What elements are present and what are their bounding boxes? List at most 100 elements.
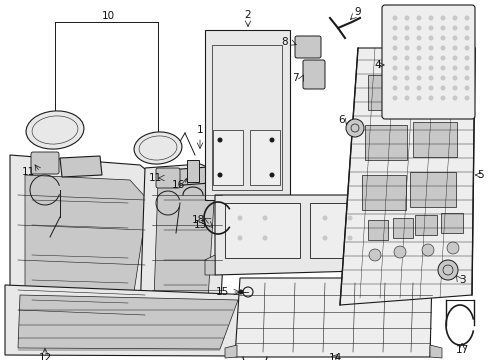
Bar (368, 75, 408, 110)
Circle shape (428, 26, 434, 31)
Circle shape (428, 55, 434, 60)
Text: 7: 7 (292, 73, 298, 83)
Polygon shape (5, 285, 255, 356)
Circle shape (428, 36, 434, 40)
Polygon shape (340, 48, 475, 305)
Circle shape (428, 76, 434, 81)
Polygon shape (430, 345, 442, 358)
Circle shape (405, 76, 410, 81)
Circle shape (441, 85, 445, 90)
Circle shape (428, 95, 434, 100)
Polygon shape (18, 295, 238, 349)
Circle shape (416, 26, 421, 31)
Circle shape (428, 85, 434, 90)
FancyBboxPatch shape (382, 5, 475, 119)
Circle shape (441, 45, 445, 50)
Text: 13: 13 (194, 220, 207, 230)
Circle shape (346, 119, 364, 137)
FancyBboxPatch shape (31, 152, 59, 174)
Circle shape (441, 76, 445, 81)
Text: 3: 3 (459, 275, 466, 285)
Text: 15: 15 (216, 287, 229, 297)
Circle shape (465, 85, 469, 90)
Circle shape (441, 36, 445, 40)
Text: 4: 4 (375, 60, 381, 70)
Bar (413, 122, 457, 157)
Circle shape (438, 260, 458, 280)
Text: 17: 17 (455, 345, 468, 355)
Circle shape (392, 26, 397, 31)
Circle shape (416, 36, 421, 40)
Circle shape (452, 85, 458, 90)
Polygon shape (205, 255, 215, 275)
Circle shape (392, 95, 397, 100)
Bar (415, 215, 437, 235)
Polygon shape (140, 164, 228, 315)
Polygon shape (10, 155, 165, 325)
Circle shape (452, 95, 458, 100)
Circle shape (428, 15, 434, 21)
Polygon shape (225, 345, 237, 358)
Circle shape (416, 76, 421, 81)
Circle shape (405, 55, 410, 60)
Circle shape (218, 138, 222, 143)
Text: 11: 11 (148, 173, 162, 183)
Circle shape (322, 216, 327, 220)
Circle shape (347, 235, 352, 240)
FancyBboxPatch shape (303, 60, 325, 89)
Circle shape (392, 85, 397, 90)
Bar (225, 203, 300, 258)
Bar (365, 125, 407, 160)
Circle shape (239, 289, 244, 294)
Circle shape (416, 95, 421, 100)
Text: 8: 8 (282, 37, 288, 47)
Polygon shape (168, 167, 210, 186)
Circle shape (416, 55, 421, 60)
FancyBboxPatch shape (156, 168, 180, 188)
Bar (362, 175, 406, 210)
Circle shape (392, 45, 397, 50)
Circle shape (270, 172, 274, 177)
Circle shape (416, 45, 421, 50)
Bar (415, 72, 457, 107)
Circle shape (465, 36, 469, 40)
Polygon shape (215, 195, 395, 275)
Circle shape (452, 36, 458, 40)
Polygon shape (205, 30, 290, 200)
Circle shape (428, 45, 434, 50)
Text: 1: 1 (196, 125, 203, 135)
Circle shape (394, 246, 406, 258)
Circle shape (452, 15, 458, 21)
Bar (213, 130, 243, 185)
Text: 9: 9 (355, 7, 361, 17)
Circle shape (465, 66, 469, 71)
Circle shape (392, 66, 397, 71)
Circle shape (416, 85, 421, 90)
Text: 16: 16 (172, 180, 185, 190)
Circle shape (428, 66, 434, 71)
Circle shape (392, 36, 397, 40)
Text: 14: 14 (328, 353, 342, 360)
Polygon shape (395, 255, 405, 275)
Circle shape (238, 216, 243, 220)
Polygon shape (25, 175, 148, 318)
Circle shape (263, 235, 268, 240)
Circle shape (416, 15, 421, 21)
Circle shape (452, 66, 458, 71)
Bar (212, 45, 282, 190)
Circle shape (322, 235, 327, 240)
Circle shape (405, 15, 410, 21)
Circle shape (465, 15, 469, 21)
Polygon shape (235, 278, 432, 357)
Text: 11: 11 (22, 167, 35, 177)
Circle shape (405, 85, 410, 90)
Circle shape (441, 95, 445, 100)
Circle shape (238, 235, 243, 240)
Circle shape (452, 55, 458, 60)
Bar (187, 160, 199, 182)
Circle shape (369, 249, 381, 261)
Circle shape (416, 66, 421, 71)
Circle shape (263, 216, 268, 220)
Circle shape (347, 216, 352, 220)
Bar (410, 172, 456, 207)
